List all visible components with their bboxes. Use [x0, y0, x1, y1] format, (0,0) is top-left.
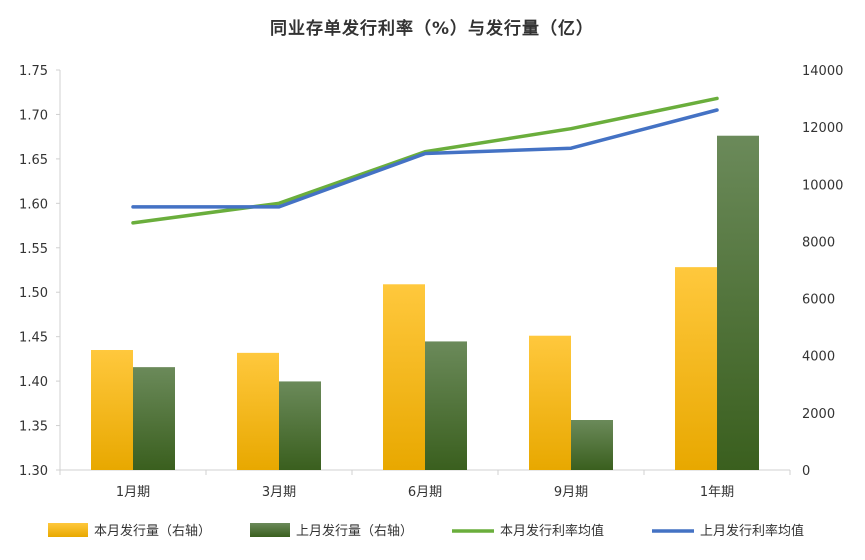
y-left-tick-label: 1.75 — [19, 64, 48, 79]
x-tick-label: 1月期 — [116, 485, 150, 500]
line-point — [423, 152, 427, 156]
y-left-tick-label: 1.50 — [19, 286, 48, 301]
bar-this-month — [237, 352, 279, 470]
legend-swatch — [250, 523, 290, 537]
legend-label: 上月发行利率均值 — [700, 523, 804, 539]
y-right-tick-label: 12000 — [802, 121, 843, 136]
y-right-tick-label: 10000 — [802, 178, 843, 193]
line-point — [715, 96, 719, 100]
y-left-tick-label: 1.30 — [19, 464, 48, 479]
line-point — [131, 221, 135, 225]
y-right-tick-label: 6000 — [802, 293, 835, 308]
line-point — [569, 146, 573, 150]
y-left-tick-label: 1.70 — [19, 108, 48, 123]
bar-last-month — [571, 420, 613, 470]
y-left-tick-label: 1.55 — [19, 242, 48, 257]
line-point — [569, 127, 573, 131]
bar-last-month — [425, 341, 467, 470]
y-right-tick-label: 0 — [802, 464, 810, 479]
legend-swatch — [48, 523, 88, 537]
line-last-month-rate — [131, 108, 719, 209]
y-left-tick-label: 1.45 — [19, 331, 48, 346]
y-left-tick-label: 1.35 — [19, 420, 48, 435]
legend-label: 上月发行量（右轴） — [296, 523, 413, 539]
legend-label: 本月发行利率均值 — [500, 523, 604, 539]
bar-this-month — [675, 267, 717, 470]
y-right-tick-label: 4000 — [802, 350, 835, 365]
bar-last-month — [279, 381, 321, 470]
bar-last-month — [133, 367, 175, 470]
line-point — [131, 205, 135, 209]
y-right-tick-label: 8000 — [802, 235, 835, 250]
y-right-tick-label: 14000 — [802, 64, 843, 79]
axes: 1.30 1.35 1.40 1.45 1.50 1.55 1.60 1.65 1.70 1.75… — [19, 64, 843, 500]
legend-label: 本月发行量（右轴） — [94, 523, 211, 539]
y-left-tick-label: 1.65 — [19, 153, 48, 168]
x-tick-label: 1年期 — [700, 485, 734, 500]
bar-this-month — [383, 284, 425, 470]
line-this-month-rate — [131, 96, 719, 225]
y-left-tick-label: 1.60 — [19, 197, 48, 212]
bar-this-month — [91, 350, 133, 470]
legend: 本月发行量（右轴） 上月发行量（右轴） 本月发行利率均值 上月发行利率均值 — [48, 523, 804, 539]
y-right-tick-label: 2000 — [802, 407, 835, 422]
y-left-tick-label: 1.40 — [19, 375, 48, 390]
line-point — [277, 201, 281, 205]
lines — [131, 96, 719, 225]
x-tick-label: 9月期 — [554, 485, 588, 500]
x-tick-label: 6月期 — [408, 485, 442, 500]
bar-this-month — [529, 335, 571, 470]
bars — [91, 135, 759, 470]
line-point — [715, 108, 719, 112]
chart-title: 同业存单发行利率（%）与发行量（亿） — [270, 18, 594, 39]
bar-last-month — [717, 135, 759, 470]
line-point — [277, 205, 281, 209]
x-tick-label: 3月期 — [262, 485, 296, 500]
